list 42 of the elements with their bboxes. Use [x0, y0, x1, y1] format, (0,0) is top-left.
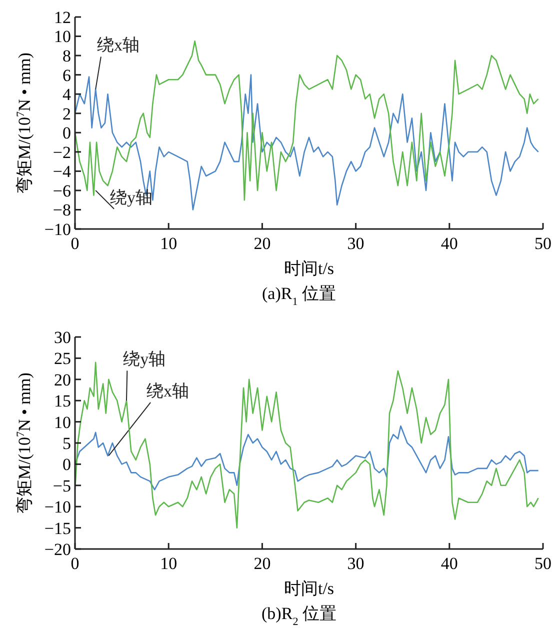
- x-tick-label: 30: [347, 234, 364, 253]
- series-label: 绕y轴: [123, 350, 166, 369]
- line-series: [74, 74, 539, 210]
- x-tick-label: 40: [440, 234, 458, 253]
- text: (a)R$_{1}$ 位置: [262, 284, 336, 308]
- series-label: 绕x轴: [96, 36, 140, 55]
- y-tick-label: 15: [54, 392, 71, 411]
- text: 绕x轴: [146, 381, 190, 400]
- y-tick-label: −10: [44, 220, 71, 239]
- y-tick-label: 20: [54, 370, 71, 390]
- x-tick-label: 30: [347, 554, 364, 573]
- y-tick-label: 10: [54, 412, 71, 432]
- y-tick-label: −6: [52, 181, 71, 200]
- x-tick-label: 20: [254, 554, 271, 573]
- x-tick-label: 50: [534, 554, 552, 573]
- y-tick-label: −8: [52, 200, 71, 220]
- y-tick-label: −20: [44, 540, 71, 559]
- x-axis-title: 时间t/s: [284, 579, 334, 598]
- series-label: 绕y轴: [110, 188, 153, 207]
- text: (b)R$_{2}$ 位置: [262, 604, 336, 628]
- x-tick-label: 40: [440, 554, 458, 573]
- y-tick-label: 8: [62, 46, 71, 66]
- y-tick-label: 0: [62, 124, 71, 143]
- y-tick-label: 12: [54, 8, 71, 27]
- y-tick-label: 4: [62, 85, 72, 104]
- y-tick-label: 0: [62, 455, 71, 474]
- y-tick-label: 25: [54, 349, 71, 368]
- x-tick-label: 10: [160, 234, 178, 253]
- x-tick-label: 20: [254, 234, 271, 253]
- y-tick-label: 30: [54, 328, 71, 347]
- x-tick-label: 10: [160, 554, 178, 573]
- y-tick-label: −10: [44, 498, 71, 517]
- y-tick-label: 5: [62, 434, 71, 453]
- y-tick-label: 10: [54, 27, 71, 46]
- y-tick-label: −4: [52, 162, 72, 182]
- y-tick-label: 6: [62, 66, 71, 85]
- y-tick-label: 2: [62, 104, 71, 124]
- x-tick-label: 50: [534, 234, 552, 253]
- y-tick-label: −15: [44, 518, 71, 538]
- y-tick-label: −2: [52, 142, 71, 162]
- y-tick-label: −5: [52, 476, 71, 496]
- x-axis-title: 时间t/s: [284, 259, 334, 278]
